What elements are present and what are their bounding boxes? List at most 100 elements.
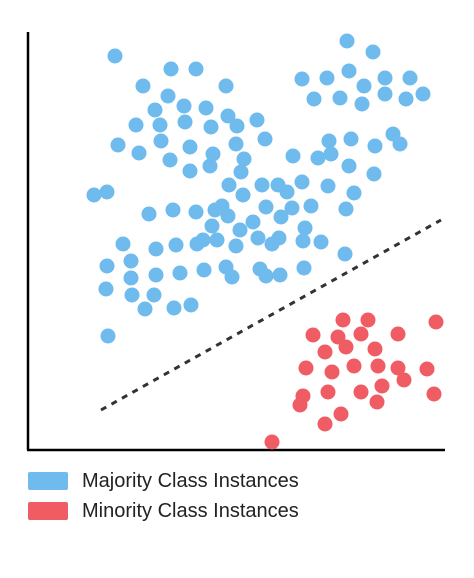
minority-point — [292, 397, 308, 413]
minority-point — [353, 326, 369, 342]
legend-item-majority: Majority Class Instances — [28, 466, 299, 496]
majority-point — [172, 265, 188, 281]
minority-point — [298, 360, 314, 376]
legend: Majority Class Instances Minority Class … — [28, 466, 299, 526]
majority-point — [377, 70, 393, 86]
majority-point — [153, 133, 169, 149]
majority-point — [341, 63, 357, 79]
majority-point — [273, 209, 289, 225]
majority-point — [203, 119, 219, 135]
majority-point — [182, 163, 198, 179]
minority-point — [370, 358, 386, 374]
minority-point — [369, 394, 385, 410]
majority-point — [250, 230, 266, 246]
majority-point — [346, 185, 362, 201]
scatter-plot — [26, 32, 445, 452]
majority-point — [284, 200, 300, 216]
majority-point — [137, 301, 153, 317]
majority-point — [377, 86, 393, 102]
majority-point — [195, 232, 211, 248]
decision-boundary — [100, 218, 442, 412]
majority-point — [123, 253, 139, 269]
majority-point — [198, 100, 214, 116]
majority-point — [188, 204, 204, 220]
minority-point — [353, 384, 369, 400]
majority-point — [236, 151, 252, 167]
minority-point — [324, 364, 340, 380]
majority-point — [166, 300, 182, 316]
majority-point — [110, 137, 126, 153]
majority-point — [257, 131, 273, 147]
minority-point — [396, 372, 412, 388]
majority-point — [310, 150, 326, 166]
majority-point — [100, 328, 116, 344]
majority-point — [264, 236, 280, 252]
majority-point — [392, 136, 408, 152]
majority-point — [367, 138, 383, 154]
majority-point — [162, 152, 178, 168]
majority-point — [131, 145, 147, 161]
majority-point — [320, 178, 336, 194]
minority-point — [317, 416, 333, 432]
majority-point — [245, 214, 261, 230]
majority-point — [285, 148, 301, 164]
majority-point — [254, 177, 270, 193]
minority-point — [360, 312, 376, 328]
majority-point — [354, 96, 370, 112]
minority-swatch — [28, 502, 68, 520]
majority-point — [124, 287, 140, 303]
majority-point — [107, 48, 123, 64]
majority-point — [258, 268, 274, 284]
majority-point — [148, 267, 164, 283]
majority-point — [128, 117, 144, 133]
minority-point — [390, 326, 406, 342]
majority-point — [123, 270, 139, 286]
majority-point — [338, 201, 354, 217]
majority-point — [163, 61, 179, 77]
minority-point — [419, 361, 435, 377]
majority-point — [220, 108, 236, 124]
minority-point — [335, 312, 351, 328]
majority-point — [297, 220, 313, 236]
majority-point — [272, 267, 288, 283]
minority-point — [338, 339, 354, 355]
majority-point — [323, 146, 339, 162]
majority-point — [182, 139, 198, 155]
minority-legend-label: Minority Class Instances — [82, 499, 299, 522]
majority-point — [115, 236, 131, 252]
minority-point — [320, 384, 336, 400]
minority-point — [374, 378, 390, 394]
majority-point — [402, 70, 418, 86]
majority-point — [294, 174, 310, 190]
majority-point — [183, 297, 199, 313]
majority-point — [356, 78, 372, 94]
majority-point — [99, 184, 115, 200]
majority-point — [99, 258, 115, 274]
majority-swatch — [28, 472, 68, 490]
majority-legend-label: Majority Class Instances — [82, 469, 299, 492]
majority-point — [176, 98, 192, 114]
majority-point — [218, 78, 234, 94]
majority-point — [339, 33, 355, 49]
majority-point — [232, 222, 248, 238]
majority-point — [295, 233, 311, 249]
majority-point — [319, 70, 335, 86]
majority-point — [86, 187, 102, 203]
majority-point — [214, 198, 230, 214]
majority-point — [229, 118, 245, 134]
majority-point — [209, 232, 225, 248]
majority-point — [168, 237, 184, 253]
minority-point — [305, 327, 321, 343]
majority-point — [343, 131, 359, 147]
minority-point — [264, 434, 280, 450]
majority-point — [398, 91, 414, 107]
minority-point — [390, 360, 406, 376]
majority-point — [147, 102, 163, 118]
majority-point — [279, 184, 295, 200]
majority-point — [306, 91, 322, 107]
majority-point — [249, 112, 265, 128]
majority-point — [160, 88, 176, 104]
majority-point — [294, 71, 310, 87]
majority-point — [332, 90, 348, 106]
majority-point — [366, 166, 382, 182]
